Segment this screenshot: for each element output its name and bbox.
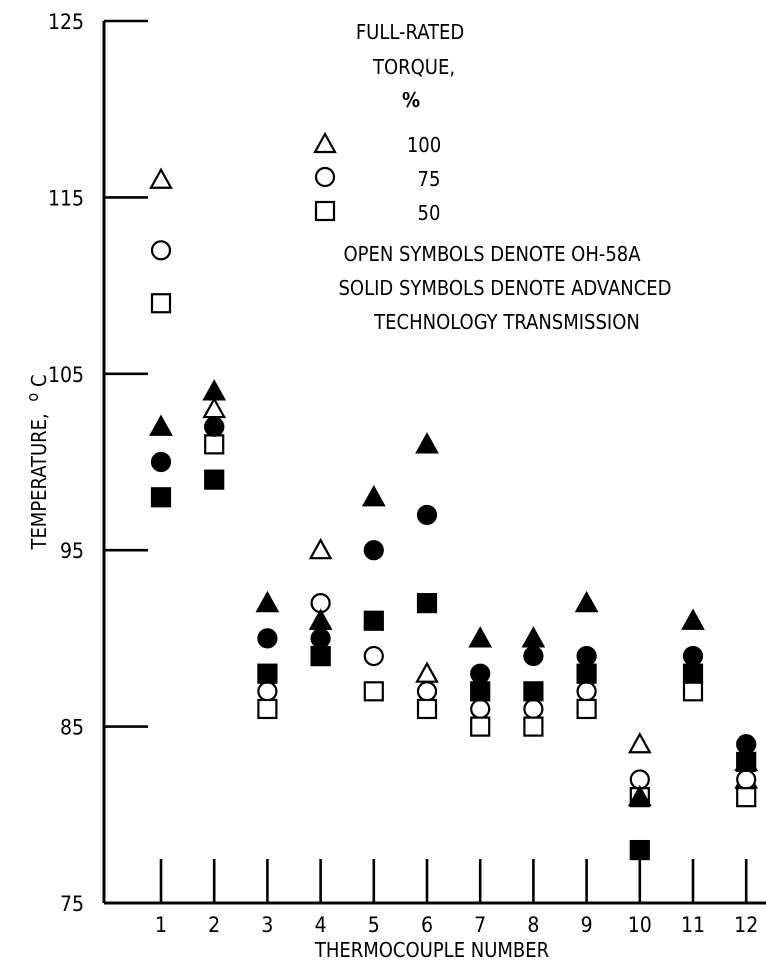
legend-label-100: 100: [407, 133, 441, 157]
point-square-solid-tc4: [310, 645, 331, 667]
point-square-open-tc1: [150, 293, 172, 314]
point-square-solid-tc6: [416, 593, 438, 614]
x-tick-label-2: 2: [208, 913, 220, 937]
point-square-solid-tc8: [523, 681, 544, 702]
point-triangle-solid-tc10: [627, 784, 652, 807]
point-circle-solid-tc1: [150, 451, 172, 473]
x-tick-label-5: 5: [368, 913, 380, 937]
legend-note-line-1: OPEN SYMBOLS DENOTE OH-58A: [343, 242, 641, 266]
point-square-solid-tc10: [629, 839, 650, 861]
point-circle-open-tc8: [523, 698, 544, 720]
point-circle-solid-tc12: [736, 734, 757, 755]
point-square-open-tc11: [682, 681, 704, 702]
point-triangle-open-tc1: [149, 167, 173, 189]
point-square-solid-tc9: [576, 663, 597, 684]
point-circle-open-tc7: [470, 698, 491, 720]
y-tick-label-75: 75: [60, 892, 84, 916]
legend-triangle-open-icon: [313, 131, 337, 154]
x-tick-label-8: 8: [527, 913, 539, 937]
x-tick-label-7: 7: [474, 913, 486, 937]
data-points: [149, 167, 759, 861]
point-triangle-solid-tc5: [361, 485, 386, 507]
point-triangle-open-tc6: [415, 661, 439, 683]
point-circle-solid-tc2: [204, 416, 225, 437]
y-axis-ticks: 75 85 95 105 115 125: [48, 10, 148, 916]
point-square-solid-tc7: [470, 681, 491, 702]
y-tick-label-105: 105: [48, 363, 84, 387]
legend-title-line-1: FULL-RATED: [356, 20, 464, 44]
point-circle-solid-tc11: [682, 645, 704, 667]
point-square-solid-tc2: [204, 469, 225, 490]
y-tick-label-115: 115: [48, 186, 84, 210]
point-circle-solid-tc5: [363, 540, 384, 561]
x-tick-label-4: 4: [315, 913, 327, 937]
point-square-open-tc9: [576, 698, 597, 720]
point-triangle-solid-tc6: [415, 432, 439, 454]
point-square-open-tc7: [470, 716, 491, 737]
x-axis-title: THERMOCOUPLE NUMBER: [314, 938, 549, 962]
point-triangle-solid-tc1: [149, 414, 173, 436]
y-axis-title-main: TEMPERATURE,: [27, 413, 51, 550]
legend-note-line-3: TECHNOLOGY TRANSMISSION: [373, 310, 640, 334]
point-triangle-solid-tc11: [681, 608, 705, 630]
y-axis-title-degree: o: [23, 393, 42, 402]
point-square-open-tc3: [257, 698, 278, 720]
y-axis-title-unit: C: [27, 374, 51, 387]
x-tick-label-12: 12: [734, 913, 758, 937]
point-circle-open-tc6: [416, 681, 438, 702]
x-tick-label-6: 6: [421, 913, 433, 937]
point-triangle-solid-tc2: [202, 379, 227, 401]
point-circle-solid-tc6: [416, 504, 438, 526]
point-triangle-solid-tc4: [308, 608, 333, 630]
point-triangle-open-tc2: [202, 396, 227, 419]
x-tick-label-9: 9: [581, 913, 593, 937]
legend-square-open-icon: [314, 200, 336, 222]
y-tick-label-95: 95: [60, 539, 84, 563]
point-triangle-solid-tc9: [574, 590, 599, 613]
point-triangle-solid-tc8: [521, 626, 546, 648]
point-square-open-tc5: [363, 681, 384, 702]
legend-label-50: 50: [418, 201, 441, 225]
point-triangle-solid-tc7: [468, 626, 493, 648]
legend-circle-open-icon: [314, 166, 336, 188]
x-axis-ticks: 1 2 3 4 5 6 7 8 9 10 11 12: [155, 859, 758, 937]
x-tick-label-10: 10: [628, 913, 652, 937]
point-circle-open-tc3: [257, 681, 278, 702]
point-square-solid-tc3: [257, 663, 278, 684]
point-square-solid-tc11: [682, 663, 704, 684]
point-triangle-solid-tc3: [255, 590, 280, 613]
x-tick-label-1: 1: [155, 913, 167, 937]
point-square-open-tc8: [523, 716, 544, 737]
point-triangle-open-tc10: [627, 731, 652, 754]
point-circle-open-tc9: [576, 681, 597, 702]
y-tick-label-85: 85: [60, 716, 84, 740]
point-square-open-tc6: [416, 698, 438, 720]
point-circle-open-tc12: [736, 769, 757, 790]
point-square-open-tc2: [204, 434, 225, 455]
x-tick-label-11: 11: [681, 913, 705, 937]
point-square-open-tc12: [736, 787, 757, 808]
point-circle-solid-tc3: [257, 628, 278, 649]
svg-text:TEMPERATURE, o C: TEMPERATURE, o C: [19, 374, 51, 550]
point-circle-solid-tc8: [523, 645, 544, 667]
x-tick-label-3: 3: [261, 913, 273, 937]
point-square-solid-tc12: [736, 751, 757, 772]
point-circle-open-tc5: [363, 645, 384, 667]
point-circle-solid-tc7: [470, 663, 491, 684]
legend-title-line-2: TORQUE,: [372, 55, 455, 79]
point-square-solid-tc5: [363, 610, 384, 631]
legend-note-line-2: SOLID SYMBOLS DENOTE ADVANCED: [338, 276, 671, 300]
y-tick-label-125: 125: [48, 10, 84, 34]
y-axis-title: TEMPERATURE, o C: [19, 374, 51, 550]
legend-label-75: 75: [418, 167, 441, 191]
legend-title-line-3: %: [402, 88, 420, 112]
point-triangle-open-tc4: [308, 537, 333, 560]
point-circle-solid-tc9: [576, 645, 597, 667]
legend: FULL-RATED TORQUE, % 100 75 50 OPEN SYMB…: [313, 20, 672, 334]
point-circle-solid-tc4: [310, 628, 331, 649]
point-square-solid-tc1: [150, 487, 172, 508]
point-circle-open-tc1: [150, 240, 172, 261]
